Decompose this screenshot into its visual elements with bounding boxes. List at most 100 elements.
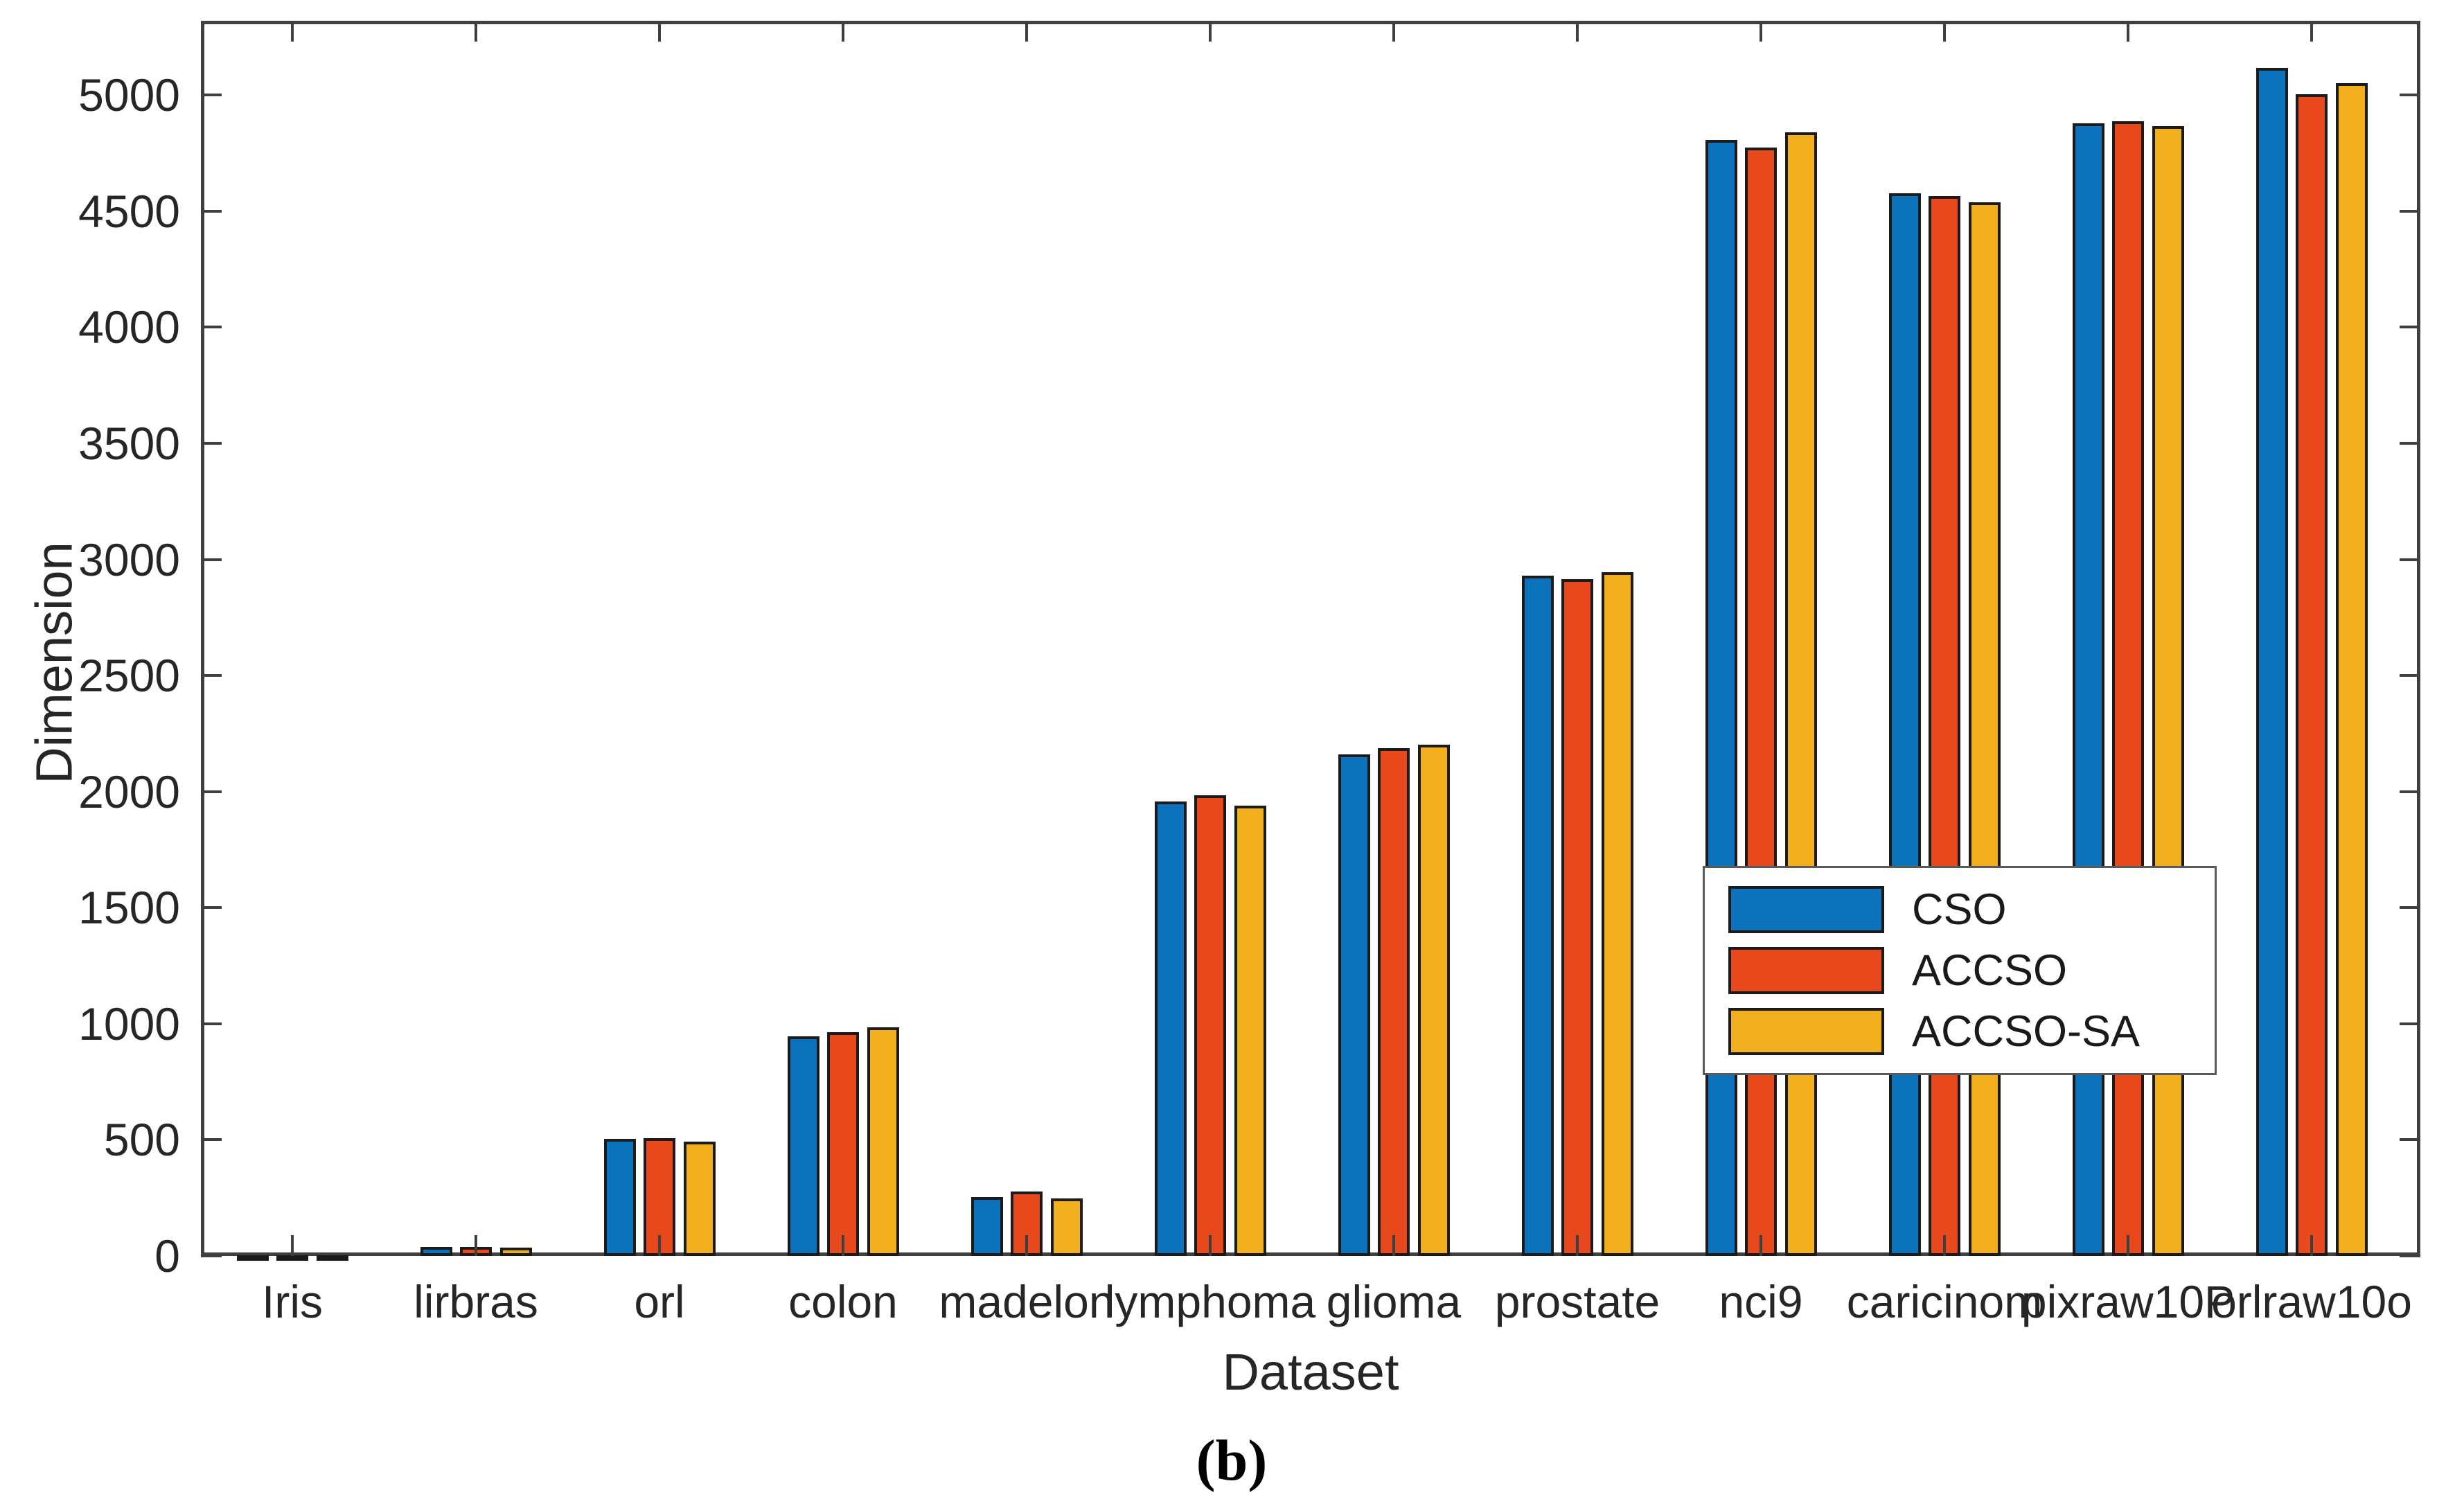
x-tick-label-caricinom: caricinom [1846,1276,2043,1327]
x-tick-bottom [475,1235,477,1256]
bar-cso-caricinom [1888,193,1921,1256]
bar-accso-sa-orlraw10o [2335,83,2368,1256]
figure-caption: (b) [1196,1428,1268,1493]
x-tick-label-nci9: nci9 [1719,1276,1803,1327]
legend-label-cso: CSO [1912,885,2007,934]
y-tick-right [2400,906,2420,910]
x-tick-bottom [1943,1235,1946,1256]
bar-accso-sa-colon [867,1027,899,1256]
bar-accso-colon [827,1031,859,1256]
y-tick-left [201,906,222,910]
legend-label-accso: ACCSO [1912,946,2068,995]
x-tick-label-pixraw10p: pixraw10P [2021,1276,2235,1327]
bar-accso-sa-nci9 [1784,132,1817,1256]
y-tick-left [201,1255,222,1257]
bar-accso-sa-orl [683,1142,716,1256]
x-tick-top [842,21,844,42]
y-tick-left [201,326,222,329]
legend-swatch-cso [1728,886,1884,933]
y-tick-label: 2000 [78,765,180,817]
y-tick-right [2400,790,2420,793]
x-tick-label-colon: colon [788,1276,898,1327]
bar-cso-orl [603,1138,636,1256]
y-tick-right [2400,441,2420,445]
bar-accso-sa-glioma [1417,744,1450,1256]
x-tick-top [1943,21,1946,42]
bar-accso-nci9 [1745,147,1777,1256]
legend-row-cso: CSO [1728,885,2215,934]
x-tick-top [658,21,661,42]
x-tick-label-glioma: glioma [1326,1276,1462,1327]
x-tick-top [2310,21,2313,42]
y-tick-label: 5000 [78,69,180,121]
bar-accso-sa-caricinom [1968,202,2001,1256]
x-tick-label-lymphoma: lymphoma [1104,1276,1316,1327]
x-tick-top [1392,21,1395,42]
bar-accso-sa-iris [316,1255,348,1261]
bar-accso-sa-pixraw10p [2152,126,2184,1256]
y-tick-label: 3000 [78,533,180,585]
x-tick-label-orlraw10o: orlraw10o [2211,1276,2412,1327]
x-tick-top [475,21,477,42]
y-tick-label: 0 [154,1230,180,1282]
bar-accso-sa-madelon [1050,1198,1083,1256]
bar-cso-prostate [1521,576,1554,1256]
bar-cso-lirbras [420,1247,452,1256]
legend-label-accso-sa: ACCSO-SA [1912,1007,2141,1056]
y-tick-right [2400,1255,2420,1257]
y-tick-left [201,558,222,561]
legend-swatch-accso-sa [1728,1008,1884,1055]
y-tick-label: 500 [103,1114,180,1166]
bar-accso-iris [276,1255,308,1261]
y-tick-right [2400,558,2420,561]
bar-accso-pixraw10p [2112,121,2144,1256]
bar-accso-orl [644,1137,675,1256]
x-tick-bottom [2127,1235,2129,1256]
legend-row-accso-sa: ACCSO-SA [1728,1007,2215,1056]
y-tick-label: 4000 [78,301,180,353]
y-tick-label: 4500 [78,185,180,237]
bar-cso-nci9 [1705,139,1737,1256]
bar-accso-sa-lymphoma [1234,805,1266,1256]
x-tick-label-prostate: prostate [1494,1276,1660,1327]
y-tick-label: 1500 [78,882,180,934]
bar-accso-sa-prostate [1601,572,1633,1256]
y-tick-label: 2500 [78,650,180,702]
bar-accso-lymphoma [1194,795,1226,1256]
x-tick-label-madelon: madelon [939,1276,1115,1327]
y-tick-right [2400,674,2420,677]
y-tick-label: 3500 [78,417,180,469]
y-tick-left [201,1138,222,1142]
x-tick-bottom [842,1235,844,1256]
x-tick-bottom [291,1235,294,1256]
x-tick-bottom [1760,1235,1762,1256]
x-tick-top [1025,21,1028,42]
bar-cso-orlraw10o [2255,67,2288,1256]
x-axis-title: Dataset [1222,1343,1399,1401]
legend-swatch-accso [1728,947,1884,994]
y-tick-left [201,94,222,97]
x-tick-bottom [2310,1235,2313,1256]
x-tick-top [1209,21,1212,42]
y-tick-left [201,674,222,677]
y-tick-right [2400,94,2420,97]
bar-accso-caricinom [1929,195,1960,1256]
x-tick-bottom [1576,1235,1579,1256]
bar-accso-orlraw10o [2296,94,2328,1256]
bar-accso-prostate [1561,579,1593,1256]
bar-accso-madelon [1011,1191,1043,1256]
y-tick-right [2400,1022,2420,1025]
y-tick-right [2400,209,2420,213]
x-tick-label-iris: Iris [262,1276,323,1327]
bar-cso-colon [787,1036,819,1256]
y-tick-right [2400,1138,2420,1142]
y-tick-left [201,1022,222,1025]
y-axis-title: Dimension [25,541,83,784]
bar-cso-lymphoma [1154,801,1187,1256]
x-tick-bottom [1209,1235,1212,1256]
bar-accso-sa-lirbras [499,1247,532,1256]
y-tick-left [201,790,222,793]
y-tick-left [201,441,222,445]
legend: CSO ACCSO ACCSO-SA [1703,866,2217,1075]
